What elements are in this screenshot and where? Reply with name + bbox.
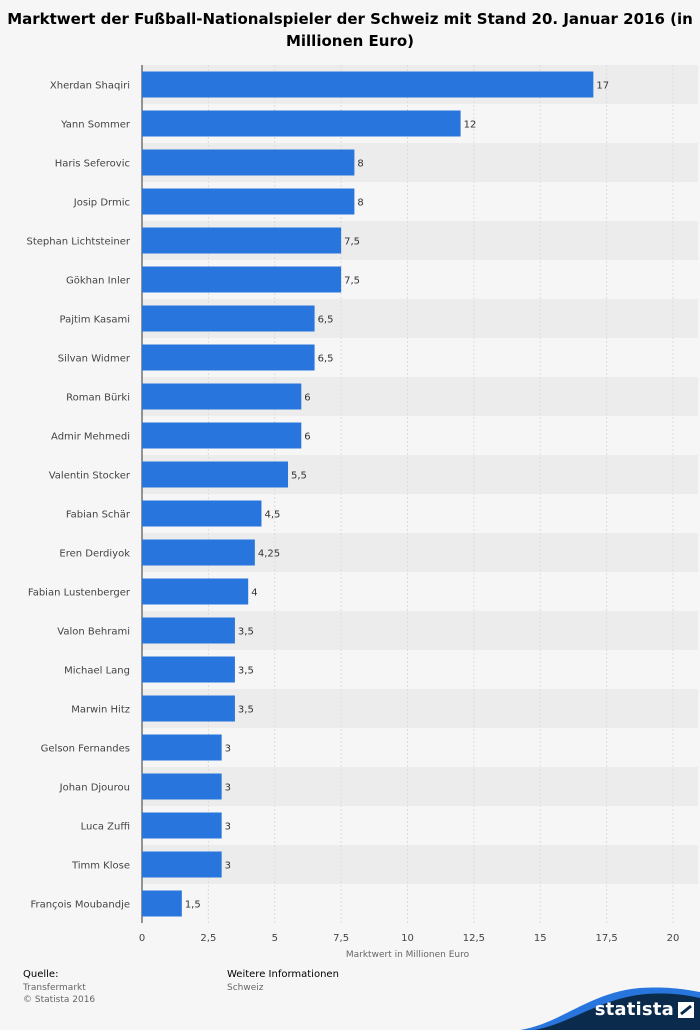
data-label: 6 [304, 432, 310, 443]
bar[interactable] [142, 539, 255, 566]
bar[interactable] [142, 149, 355, 176]
bar[interactable] [142, 656, 235, 683]
row-stripe [142, 845, 698, 884]
data-label: 3,5 [238, 705, 254, 716]
data-label: 3,5 [238, 666, 254, 677]
x-tick-label: 7,5 [333, 933, 349, 944]
category-label: Xherdan Shaqiri [50, 81, 130, 92]
category-label: Roman Bürki [66, 393, 130, 404]
data-label: 6,5 [318, 315, 334, 326]
brand-logo-text[interactable]: statista [594, 999, 674, 1020]
source-line-1: Transfermarkt [23, 983, 86, 993]
category-label: Marwin Hitz [71, 705, 130, 716]
x-tick-label: 15 [534, 933, 547, 944]
data-label: 4,5 [264, 510, 280, 521]
category-label: Admir Mehmedi [51, 432, 130, 443]
bar[interactable] [142, 578, 249, 605]
brand-wave [520, 987, 700, 1030]
category-label: Haris Seferovic [55, 159, 130, 170]
x-tick-label: 10 [401, 933, 414, 944]
bar[interactable] [142, 461, 289, 488]
data-label: 8 [357, 198, 363, 209]
bar[interactable] [142, 773, 222, 800]
category-label: Valentin Stocker [49, 471, 131, 482]
data-label: 6 [304, 393, 310, 404]
chart-title: Marktwert der Fußball-Nationalspieler de… [7, 10, 693, 50]
bar[interactable] [142, 812, 222, 839]
category-label: Gökhan Inler [66, 276, 131, 287]
bar[interactable] [142, 188, 355, 215]
category-label: Fabian Lustenberger [28, 588, 131, 599]
bar[interactable] [142, 851, 222, 878]
category-label: Yann Sommer [60, 120, 131, 131]
x-tick-label: 20 [667, 933, 680, 944]
data-label: 7,5 [344, 237, 360, 248]
data-label: 3 [225, 744, 231, 755]
data-label: 7,5 [344, 276, 360, 287]
category-label: Timm Klose [71, 861, 130, 872]
x-tick-label: 2,5 [200, 933, 216, 944]
bar[interactable] [142, 734, 222, 761]
bar[interactable] [142, 617, 235, 644]
bar[interactable] [142, 695, 235, 722]
statista-logo-icon[interactable] [678, 1002, 694, 1018]
bar[interactable] [142, 344, 315, 371]
data-label: 3 [225, 822, 231, 833]
bar[interactable] [142, 500, 262, 527]
source-line-2: © Statista 2016 [23, 995, 96, 1005]
bar-chart: 0 2,5 5 7,5 10 12,5 15 17,5 20 Xherdan Shaqiri 17 Y… [26, 65, 698, 960]
category-label: Michael Lang [64, 666, 130, 677]
bar[interactable] [142, 383, 302, 410]
data-label: 3 [225, 861, 231, 872]
more-info-region: Schweiz [227, 983, 264, 993]
bar[interactable] [142, 305, 315, 332]
bar[interactable] [142, 227, 342, 254]
bar[interactable] [142, 266, 342, 293]
category-label: Stephan Lichtsteiner [26, 237, 130, 248]
data-label: 17 [596, 81, 609, 92]
x-tick-label: 0 [139, 933, 145, 944]
source-label: Quelle: [23, 969, 59, 980]
category-label: Johan Djourou [59, 783, 130, 794]
data-label: 6,5 [318, 354, 334, 365]
x-tick-label: 12,5 [463, 933, 485, 944]
bar[interactable] [142, 890, 182, 917]
data-label: 4 [251, 588, 257, 599]
category-label: Eren Derdiyok [59, 549, 130, 560]
bar[interactable] [142, 71, 594, 98]
data-label: 3,5 [238, 627, 254, 638]
category-label: Valon Behrami [57, 627, 130, 638]
x-axis-title: Marktwert in Millionen Euro [346, 950, 470, 960]
x-tick-label: 5 [272, 933, 278, 944]
category-label: Gelson Fernandes [41, 744, 130, 755]
data-label: 5,5 [291, 471, 307, 482]
bar[interactable] [142, 422, 302, 449]
category-label: Silvan Widmer [58, 354, 131, 365]
bar[interactable] [142, 110, 461, 137]
x-tick-label: 17,5 [595, 933, 617, 944]
data-label: 8 [357, 159, 363, 170]
category-label: Pajtim Kasami [60, 315, 130, 326]
data-label: 1,5 [185, 900, 201, 911]
row-stripe [142, 767, 698, 806]
data-label: 3 [225, 783, 231, 794]
data-label: 12 [464, 120, 477, 131]
category-label: Fabian Schär [66, 510, 131, 521]
category-label: François Moubandje [30, 900, 130, 911]
category-label: Luca Zuffi [81, 822, 130, 833]
data-label: 4,25 [258, 549, 280, 560]
more-info-link[interactable]: Weitere Informationen [227, 969, 339, 980]
category-label: Josip Drmic [73, 198, 130, 209]
